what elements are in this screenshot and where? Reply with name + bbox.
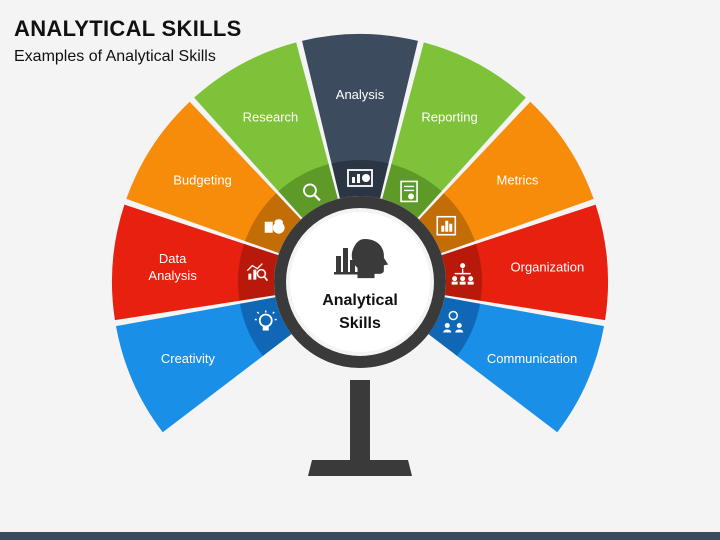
page-title: ANALYTICAL SKILLS	[14, 16, 242, 41]
center-label-line2: Skills	[339, 315, 381, 332]
segment-label-reporting: Reporting	[421, 110, 477, 125]
segment-inner-communication	[428, 297, 481, 356]
segment-organization: Organization	[441, 204, 609, 321]
report-icon	[400, 180, 418, 203]
segment-outer-analysis	[302, 34, 418, 166]
center-hub: Analytical Skills	[274, 196, 446, 368]
segment-outer-budgeting	[126, 101, 278, 242]
segment-data-analysis: Data Analysis	[111, 204, 279, 321]
segment-label-budgeting: Budgeting	[173, 172, 232, 187]
segment-inner-research	[278, 164, 338, 219]
segment-analysis: Analysis	[302, 34, 418, 199]
segment-creativity: Creativity	[115, 297, 292, 433]
segment-outer-research	[194, 42, 330, 193]
people-chat-icon	[443, 310, 464, 333]
segment-label-communication: Communication	[487, 351, 577, 366]
segment-label-metrics: Metrics	[497, 172, 539, 187]
segment-outer-reporting	[390, 42, 526, 193]
segment-reporting: Reporting	[382, 42, 526, 219]
segment-outer-organization	[474, 204, 609, 321]
footer-bar	[0, 532, 720, 540]
segment-outer-data-analysis	[111, 204, 246, 321]
lightbulb-icon	[254, 310, 277, 331]
segment-label-creativity: Creativity	[161, 351, 216, 366]
segment-label-data-analysis: Analysis	[148, 268, 197, 283]
stand	[308, 380, 412, 476]
page-subtitle: Examples of Analytical Skills	[14, 48, 216, 65]
segments-layer: Creativity Data Analysis Budgeting Research A…	[111, 34, 609, 433]
search-document-icon	[303, 183, 321, 202]
segment-label-analysis: Analysis	[336, 87, 385, 102]
segment-label-data-analysis: Data	[159, 251, 187, 266]
segment-label-research: Research	[243, 110, 299, 125]
center-label-line1: Analytical	[322, 292, 398, 309]
segment-metrics: Metrics	[419, 101, 594, 254]
magnifier-chart-icon	[246, 263, 269, 282]
segment-label-organization: Organization	[511, 260, 585, 275]
segment-research: Research	[194, 42, 338, 219]
money-calculator-icon	[264, 219, 285, 234]
org-chart-icon	[451, 263, 474, 285]
head-chart-icon	[334, 239, 389, 279]
segment-budgeting: Budgeting	[126, 101, 301, 254]
segment-outer-communication	[455, 303, 605, 433]
segment-outer-creativity	[115, 303, 265, 433]
segment-inner-budgeting	[245, 193, 301, 254]
segment-inner-organization	[441, 243, 482, 301]
segment-communication: Communication	[428, 297, 605, 433]
segment-outer-metrics	[442, 101, 594, 242]
presentation-chart-icon	[347, 169, 373, 187]
bar-chart-icon	[436, 215, 457, 236]
